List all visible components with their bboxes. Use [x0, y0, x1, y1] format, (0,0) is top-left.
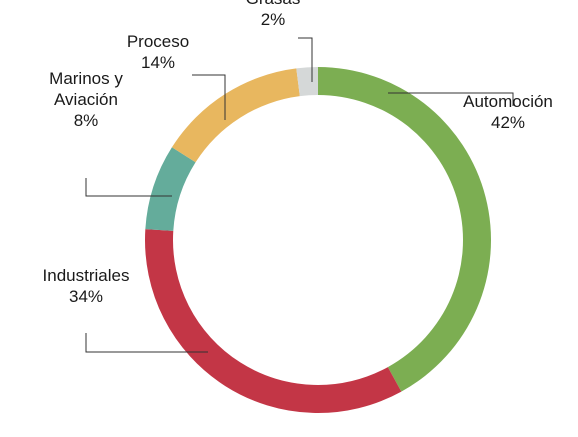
value-label-industriales: 34%	[69, 287, 103, 306]
label-marinos-line-1: Marinos y	[49, 69, 123, 88]
slice-automocion	[318, 67, 491, 392]
slice-marinos	[145, 147, 196, 231]
label-marinos-line-2: Aviación	[54, 90, 118, 109]
label-proceso: Proceso	[127, 32, 189, 51]
slice-grasas	[296, 67, 318, 97]
value-label-automocion: 42%	[491, 113, 525, 132]
leader-line-proceso	[192, 74, 226, 120]
leader-lines	[85, 37, 514, 353]
label-industriales: Industriales	[43, 266, 130, 285]
label-grasas: Grasas	[246, 0, 301, 8]
value-label-grasas: 2%	[261, 10, 286, 29]
leader-line-grasas	[298, 37, 313, 82]
value-label-proceso: 14%	[141, 53, 175, 72]
leader-line-automocion	[388, 92, 514, 106]
slice-labels: Automoción 42% Industriales 34% Marinos y Avi…	[43, 0, 553, 306]
label-automocion: Automoción	[463, 92, 553, 111]
leader-line-industriales	[85, 333, 208, 353]
slice-proceso	[171, 68, 300, 163]
value-label-marinos: 8%	[74, 111, 99, 130]
slice-industriales	[144, 229, 402, 413]
donut-slices	[144, 67, 491, 413]
leader-line-marinos	[85, 178, 172, 197]
